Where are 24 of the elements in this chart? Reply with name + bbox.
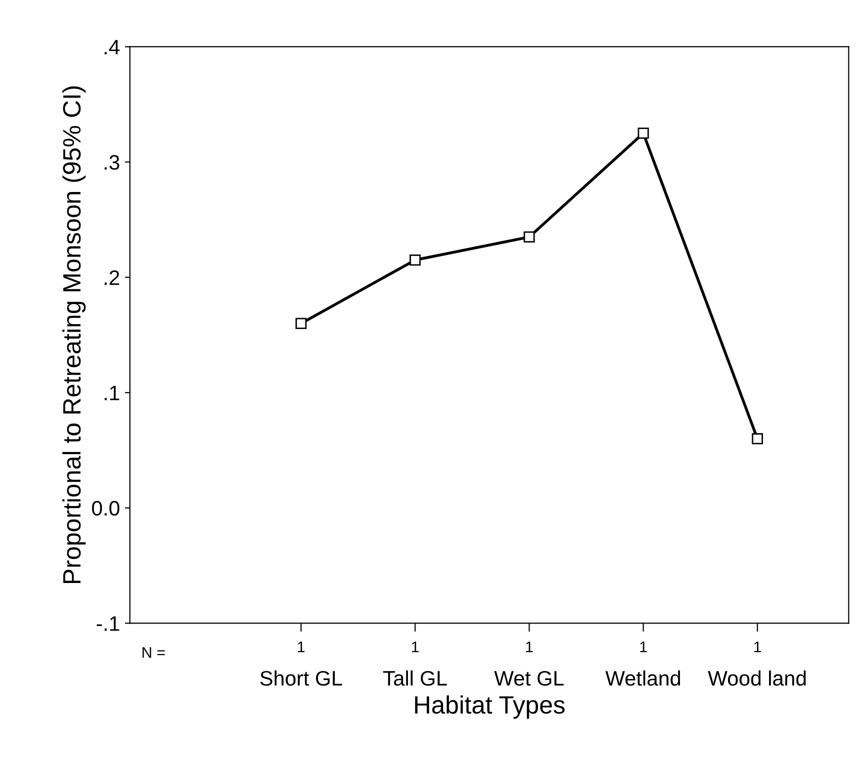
y-tick-label: -.1 (96, 616, 120, 631)
point (638, 128, 649, 139)
text: 1 (412, 642, 419, 652)
y-axis-title: Proportional to Retreating Monsoon (95% CI) (62, 86, 86, 584)
y-tick-label: .1 (104, 386, 120, 400)
y-tick-label: 0.0 (92, 500, 120, 516)
point (524, 231, 535, 243)
y-tick-label: .2 (104, 270, 120, 285)
point (752, 433, 763, 444)
point (295, 318, 307, 329)
text: 1 (526, 642, 533, 652)
y-tick-label: .3 (104, 155, 120, 170)
y-tick-label: .4 (104, 40, 120, 54)
x-tick-label: Short GL (260, 670, 342, 686)
text: 1 (754, 642, 761, 652)
x-tick-label: Wet GL (494, 670, 564, 686)
point (410, 254, 421, 266)
x-axis-title: Habitat Types (415, 695, 565, 719)
x-tick-label: Tall GL (383, 670, 447, 686)
x-tick-label: Wood land (708, 670, 806, 686)
x-tick-label: Wetland (605, 670, 680, 686)
text: 1 (298, 642, 305, 652)
text: 1 (640, 642, 647, 652)
text: N = (142, 647, 165, 658)
